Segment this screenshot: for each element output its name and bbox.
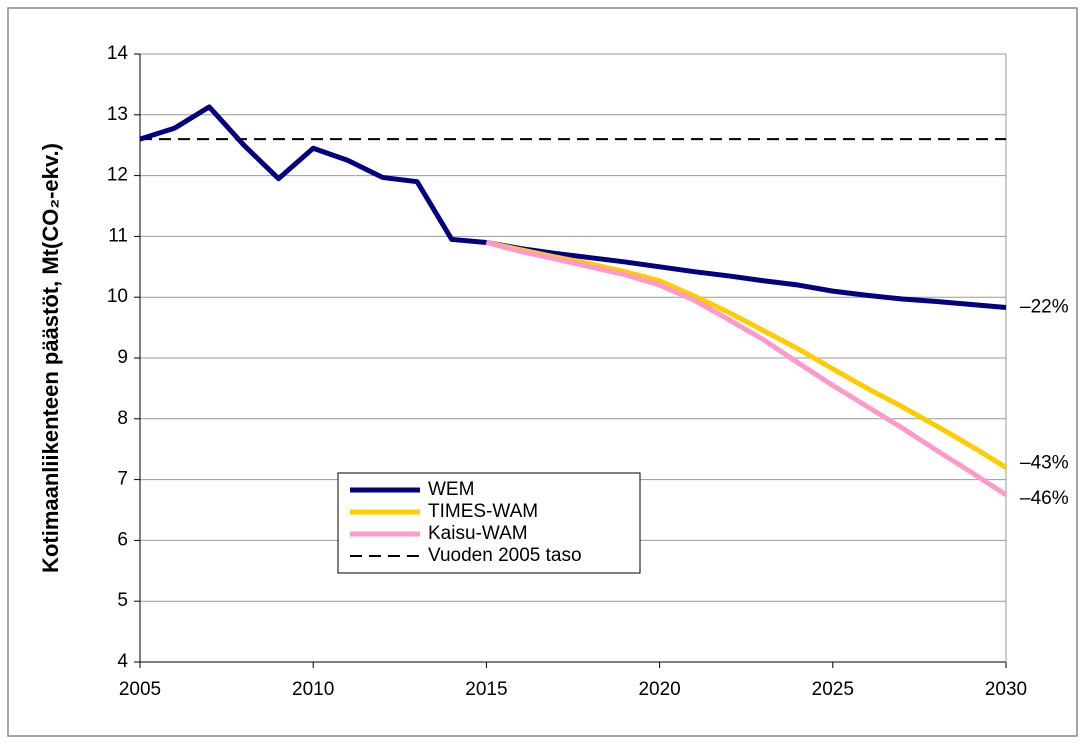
y-tick-label: 4: [117, 651, 128, 672]
x-tick-label: 2015: [465, 679, 507, 700]
legend-label: TIMES-WAM: [428, 501, 538, 522]
y-tick-label: 12: [107, 165, 128, 186]
y-tick-label: 11: [108, 225, 128, 246]
y-tick-label: 9: [117, 347, 128, 368]
y-tick-label: 10: [107, 286, 128, 307]
y-tick-label: 7: [117, 469, 128, 490]
y-tick-label: 5: [117, 590, 128, 611]
legend-label: WEM: [428, 479, 474, 500]
end-label: –46%: [1020, 488, 1069, 509]
legend-label: Kaisu-WAM: [428, 523, 528, 544]
x-tick-label: 2010: [292, 679, 334, 700]
series-line: [485, 240, 1008, 497]
end-label: –43%: [1020, 452, 1069, 473]
y-tick-label: 8: [117, 408, 128, 429]
x-tick-label: 2030: [985, 679, 1027, 700]
y-axis-label: Kotimaanliikenteen päästöt, Mt(CO₂-ekv.): [38, 143, 63, 573]
y-tick-label: 14: [107, 43, 129, 64]
x-tick-label: 2025: [812, 679, 854, 700]
series-line: [139, 104, 1007, 311]
y-tick-label: 6: [117, 529, 128, 550]
y-tick-label: 13: [107, 104, 128, 125]
legend-label: Vuoden 2005 taso: [428, 545, 582, 566]
x-tick-label: 2020: [638, 679, 680, 700]
end-label: –22%: [1020, 297, 1069, 318]
x-tick-label: 2005: [119, 679, 161, 700]
frame: [7, 7, 1078, 737]
